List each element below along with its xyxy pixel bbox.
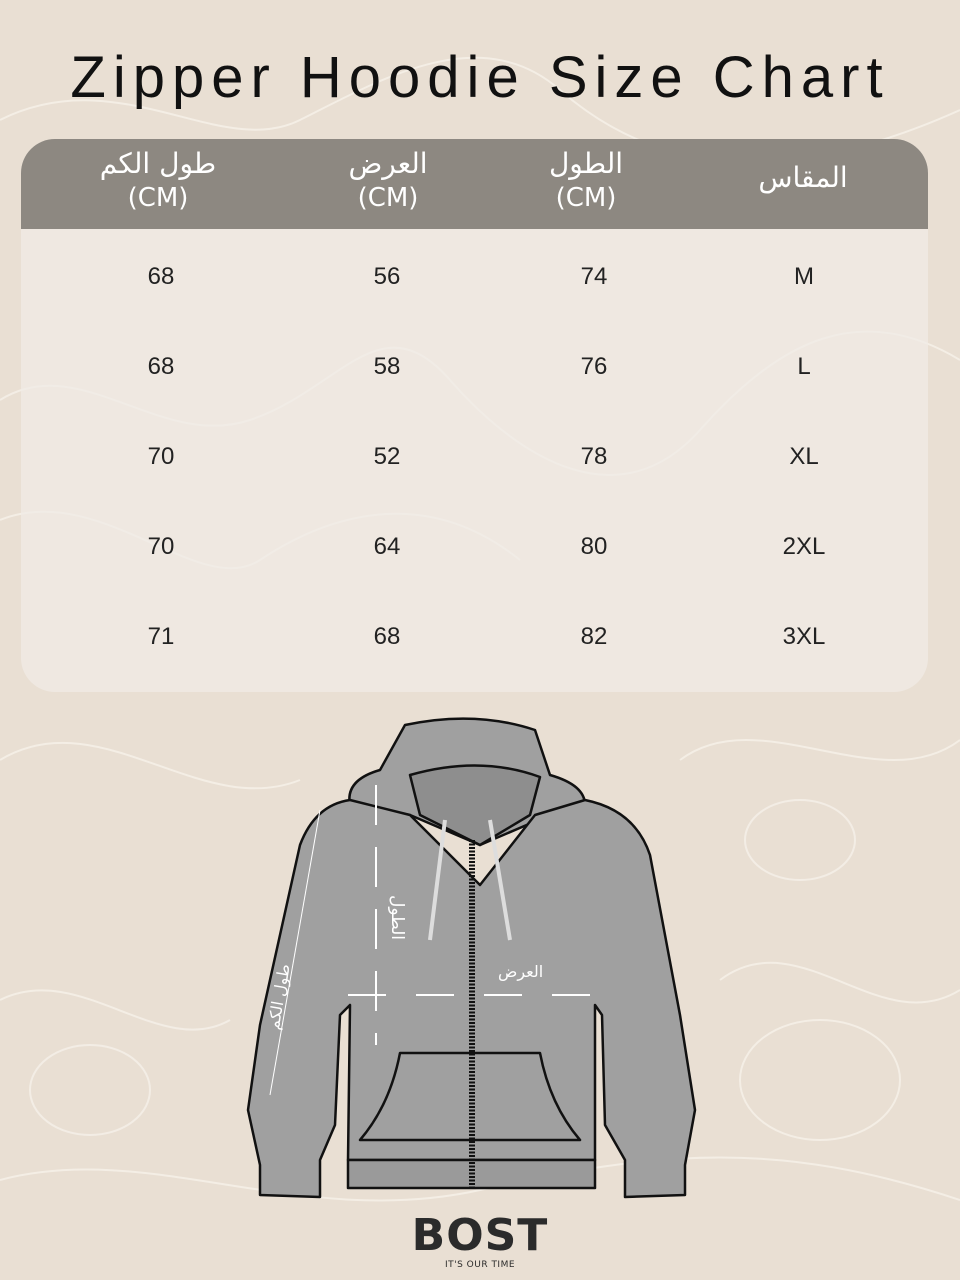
- header-label: الطول: [548, 147, 624, 180]
- brand-tagline: IT'S OUR TIME: [444, 1260, 516, 1270]
- table-row: XL 78 52 70: [21, 443, 928, 483]
- cell-width: 64: [373, 533, 401, 560]
- size-table: المقاس الطول (CM) العرض (CM) طول الكم (CM) …: [21, 139, 928, 692]
- width-label: العرض: [498, 962, 543, 982]
- table-row: L 76 58 68: [21, 353, 928, 393]
- cell-sleeve: 70: [147, 443, 175, 470]
- header-label: طول الكم: [99, 147, 217, 180]
- cell-sleeve: 68: [147, 263, 175, 290]
- header-unit: (CM): [555, 183, 617, 213]
- table-row: M 74 56 68: [21, 263, 928, 303]
- table-row: 3XL 82 68 71: [21, 623, 928, 663]
- cell-sleeve: 70: [147, 533, 175, 560]
- header-size: المقاس: [693, 161, 913, 195]
- header-unit: (CM): [127, 183, 189, 213]
- hoodie-diagram: الطول العرض طول الكم: [246, 717, 697, 1199]
- header-unit: (CM): [357, 183, 419, 213]
- cell-size: 2XL: [782, 533, 826, 560]
- cell-length: 78: [580, 443, 608, 470]
- header-label: المقاس: [758, 161, 848, 194]
- brand-logo: BOST IT'S OUR TIME: [380, 1210, 580, 1271]
- cell-sleeve: 71: [147, 623, 175, 650]
- cell-length: 82: [580, 623, 608, 650]
- header-label: العرض: [348, 147, 428, 180]
- cell-size: L: [797, 353, 811, 380]
- cell-width: 58: [373, 353, 401, 380]
- cell-length: 74: [580, 263, 608, 290]
- table-header: المقاس الطول (CM) العرض (CM) طول الكم (CM): [21, 139, 928, 229]
- header-length: الطول (CM): [476, 147, 696, 215]
- header-width: العرض (CM): [278, 147, 498, 215]
- cell-width: 68: [373, 623, 401, 650]
- cell-size: M: [794, 263, 814, 290]
- brand-name: BOST: [411, 1210, 549, 1261]
- table-row: 2XL 80 64 70: [21, 533, 928, 573]
- cell-sleeve: 68: [147, 353, 175, 380]
- cell-size: XL: [789, 443, 819, 470]
- length-label: الطول: [387, 895, 407, 940]
- cell-size: 3XL: [782, 623, 826, 650]
- cell-length: 76: [580, 353, 608, 380]
- page-title: Zipper Hoodie Size Chart: [70, 45, 890, 110]
- header-sleeve: طول الكم (CM): [48, 147, 268, 215]
- cell-width: 52: [373, 443, 401, 470]
- cell-length: 80: [580, 533, 608, 560]
- cell-width: 56: [373, 263, 401, 290]
